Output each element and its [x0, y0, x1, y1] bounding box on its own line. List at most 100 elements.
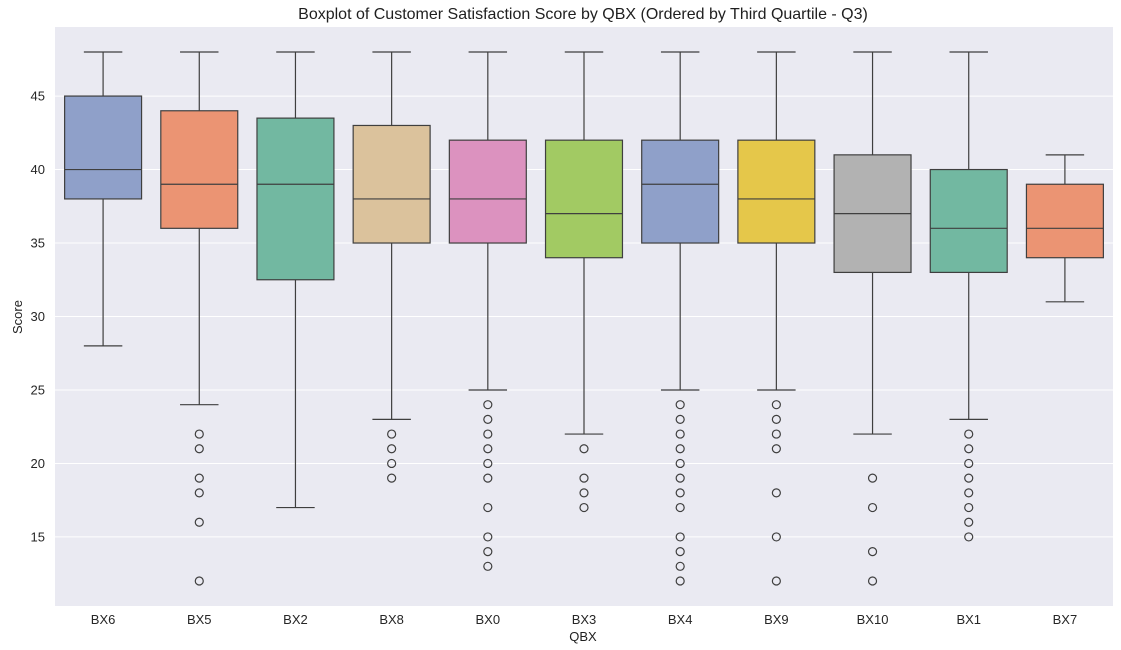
outlier-point — [387, 429, 397, 439]
x-axis-label: QBX — [569, 629, 597, 644]
outlier-point — [867, 576, 878, 586]
outlier-point — [579, 502, 589, 513]
outlier-point — [483, 444, 493, 454]
outlier-point — [675, 458, 685, 469]
outlier-point — [483, 561, 493, 571]
x-tick-label: BX4 — [668, 612, 693, 627]
outlier-point — [675, 429, 685, 439]
outlier-point — [194, 517, 204, 527]
box-bx8 — [352, 51, 431, 483]
outlier-point — [771, 429, 781, 439]
y-tick-label: 15 — [31, 529, 45, 544]
iqr-box — [641, 139, 720, 244]
outlier-point — [483, 458, 493, 469]
outlier-point — [964, 458, 974, 469]
outlier-point — [675, 473, 685, 483]
x-tick-label: BX3 — [572, 612, 597, 627]
outlier-point — [483, 502, 493, 513]
box-bx4 — [641, 51, 720, 586]
outlier-point — [579, 488, 589, 498]
outlier-point — [867, 502, 878, 513]
outlier-point — [194, 488, 204, 498]
outlier-point — [964, 488, 974, 498]
iqr-box — [929, 168, 1008, 274]
outlier-point — [675, 400, 685, 410]
y-tick-label: 25 — [31, 382, 45, 397]
iqr-box — [64, 95, 143, 200]
outlier-point — [483, 473, 493, 483]
outlier-point — [483, 547, 493, 557]
outlier-point — [194, 444, 204, 454]
box-bx2 — [256, 51, 335, 509]
outlier-point — [483, 414, 493, 424]
outlier-point — [579, 444, 589, 454]
outlier-point — [194, 576, 204, 586]
box-bx0 — [448, 51, 527, 571]
chart-title: Boxplot of Customer Satisfaction Score b… — [298, 6, 868, 23]
outlier-point — [771, 576, 781, 586]
iqr-box — [256, 117, 335, 281]
outlier-point — [964, 444, 974, 454]
x-tick-label: BX8 — [379, 612, 404, 627]
outlier-point — [675, 561, 685, 571]
outlier-point — [387, 458, 397, 469]
box-bx10 — [833, 51, 912, 586]
outlier-point — [964, 502, 974, 513]
outlier-point — [194, 473, 204, 483]
outlier-point — [964, 473, 974, 483]
iqr-box — [737, 139, 816, 244]
outlier-point — [675, 547, 685, 557]
outlier-point — [579, 473, 589, 483]
box-bx5 — [160, 51, 239, 586]
iqr-box — [1025, 183, 1104, 259]
x-tick-label: BX1 — [956, 612, 981, 627]
outlier-point — [964, 517, 974, 527]
box-bx6 — [64, 51, 143, 347]
y-axis-ticks: 15 20 25 30 35 40 45 — [31, 89, 45, 545]
outlier-point — [675, 532, 685, 542]
outlier-point — [483, 429, 493, 439]
outlier-point — [675, 444, 685, 454]
x-tick-label: BX2 — [283, 612, 308, 627]
box-bx9 — [737, 51, 816, 586]
outlier-point — [675, 414, 685, 424]
outlier-point — [483, 400, 493, 410]
outlier-point — [387, 473, 397, 483]
outlier-point — [675, 488, 685, 498]
outlier-point — [675, 576, 685, 586]
x-tick-label: BX5 — [187, 612, 212, 627]
iqr-box — [448, 139, 527, 244]
outlier-point — [867, 473, 878, 483]
y-tick-label: 35 — [31, 236, 45, 251]
box-series — [64, 51, 1104, 586]
outlier-point — [483, 532, 493, 542]
box-bx1 — [929, 51, 1008, 542]
x-tick-label: BX7 — [1053, 612, 1078, 627]
iqr-box — [352, 124, 431, 244]
box-bx3 — [544, 51, 624, 513]
x-tick-label: BX10 — [857, 612, 889, 627]
iqr-box — [160, 110, 239, 229]
y-tick-label: 40 — [31, 162, 45, 177]
outlier-point — [771, 532, 781, 542]
x-tick-label: BX6 — [91, 612, 116, 627]
outlier-point — [771, 488, 781, 498]
x-tick-label: BX9 — [764, 612, 789, 627]
outlier-point — [771, 444, 781, 454]
outlier-point — [771, 400, 781, 410]
y-tick-label: 30 — [31, 309, 45, 324]
outlier-point — [387, 444, 397, 454]
outlier-point — [771, 414, 781, 424]
iqr-box — [544, 139, 624, 259]
outlier-point — [867, 547, 878, 557]
x-axis-ticks: BX6 BX5 BX2 BX8 BX0 BX3 BX4 BX9 BX10 BX1 BX7 — [91, 612, 1077, 627]
outlier-point — [964, 429, 974, 439]
box-bx7 — [1025, 154, 1104, 303]
x-tick-label: BX0 — [476, 612, 501, 627]
outlier-point — [675, 502, 685, 513]
outlier-point — [194, 429, 204, 439]
y-tick-label: 20 — [31, 456, 45, 471]
y-axis-label: Score — [10, 300, 25, 334]
outlier-point — [964, 532, 974, 542]
